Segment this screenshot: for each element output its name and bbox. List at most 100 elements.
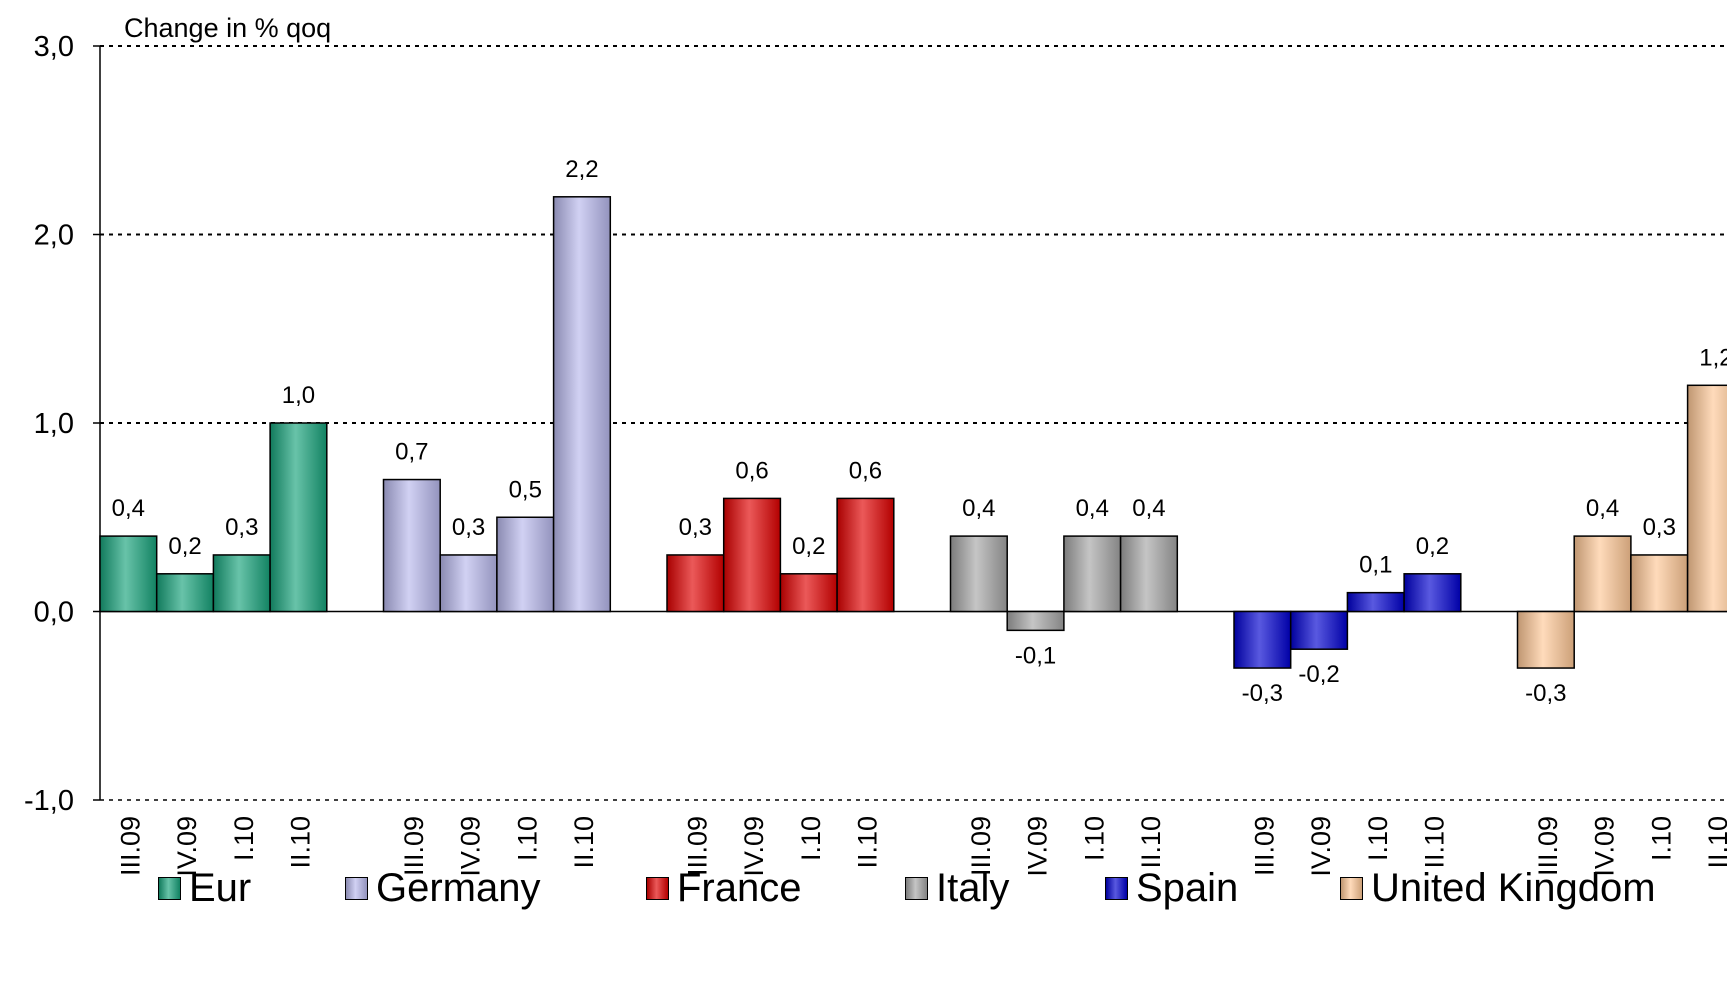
bar [1573,535,1632,613]
bar [1063,535,1122,613]
x-tick-label: I.10 [229,816,259,861]
legend: Eur Germany France Italy Spain United Kingdom [0,858,1727,918]
bar [722,497,782,613]
data-label: 0,4 [962,495,995,522]
x-tick-label: III.09 [399,816,429,876]
x-tick-label: III.09 [682,816,712,876]
legend-label: Spain [1136,866,1239,910]
bar [382,478,441,613]
bar [155,573,215,613]
data-label: 0,1 [1359,552,1392,579]
bar [1006,610,1065,632]
legend-swatch [905,876,928,900]
x-tick-label: I.10 [796,816,826,861]
data-label: 0,3 [452,514,485,541]
x-tick-label: I.10 [512,816,542,861]
x-tick-label: IV.09 [739,816,769,877]
x-tick-label: IV.09 [172,816,202,877]
y-tick-label: 0,0 [34,597,74,629]
data-label: 0,7 [395,439,428,466]
bar [1119,535,1179,613]
legend-item: France [646,858,802,918]
bar [1346,591,1405,613]
legend-label: France [677,866,802,910]
x-tick-label: I.10 [1646,816,1676,861]
data-label: -0,3 [1242,680,1283,707]
x-tick-label: II.10 [1136,816,1166,869]
data-label: 0,5 [509,476,542,503]
y-tick-label: 2,0 [34,220,74,252]
data-label: 0,4 [1132,495,1165,522]
legend-item: Italy [905,858,1009,918]
legend-item: Germany [345,858,541,918]
bar [496,516,555,613]
legend-swatch [158,876,181,900]
x-tick-label: IV.09 [1590,816,1620,877]
x-tick-label: III.09 [115,816,145,876]
y-tick-label: -1,0 [24,785,74,817]
legend-label: Germany [376,866,541,910]
bar [1630,554,1689,613]
x-tick-label: IV.09 [456,816,486,877]
bar [836,497,895,613]
data-label: 0,2 [792,533,825,560]
legend-swatch [1340,876,1363,900]
x-tick-label: IV.09 [1023,816,1053,877]
x-tick-label: I.10 [1363,816,1393,861]
bar [949,535,1008,613]
tick-labels: -1,0 0,0 1,0 2,0 3,0 III.09 IV.09 I.10 II.10 III.… [24,31,1727,877]
data-label: 0,6 [849,457,882,484]
data-label: 0,2 [1416,533,1449,560]
legend-swatch [345,876,368,900]
data-label: 0,4 [1586,495,1619,522]
data-label: -0,2 [1298,661,1339,688]
x-tick-label: II.10 [852,816,882,869]
bar [439,554,498,613]
y-tick-label: 3,0 [34,31,74,63]
x-tick-label: II.10 [569,816,599,869]
x-tick-label: I.10 [1079,816,1109,861]
bar [212,554,271,613]
x-tick-label: IV.09 [1306,816,1336,877]
bar [1289,610,1349,650]
bar [779,573,838,613]
x-tick-label: II.10 [1419,816,1449,869]
y-tick-label: 1,0 [34,408,74,440]
x-tick-label: II.10 [1703,816,1727,869]
legend-swatch [1105,876,1128,900]
data-labels: 0,4 0,2 0,3 1,0 0,7 0,3 0,5 2,2 0,3 0,6 0,2 0,6 0,4 -… [112,156,1727,707]
data-label: 0,4 [112,495,145,522]
data-label: 0,3 [1643,514,1676,541]
legend-item: Spain [1105,858,1238,918]
bar [552,196,612,613]
bar [99,535,158,613]
chart-title: Change in % qoq [124,13,331,43]
data-label: 0,2 [168,533,201,560]
x-tick-label: III.09 [1533,816,1563,876]
x-tick-label: III.09 [1249,816,1279,876]
legend-label: Eur [189,866,252,910]
legend-label: United Kingdom [1371,866,1656,910]
data-label: 2,2 [565,156,598,183]
data-label: 0,4 [1076,495,1109,522]
data-label: 0,6 [735,457,768,484]
bars [99,196,1727,669]
data-label: -0,1 [1015,642,1056,669]
bar [1686,384,1727,613]
bar [666,554,725,613]
data-label: -0,3 [1525,680,1566,707]
x-tick-label: II.10 [285,816,315,869]
bar [1233,610,1292,669]
x-tick-label: III.09 [966,816,996,876]
bar [1403,573,1462,613]
bar [269,422,328,613]
data-label: 0,3 [679,514,712,541]
bar [1516,610,1575,669]
data-label: 0,3 [225,514,258,541]
legend-item: Eur [158,858,251,918]
data-label: 1,0 [282,382,315,409]
legend-label: Italy [936,866,1010,910]
legend-swatch [646,876,669,900]
